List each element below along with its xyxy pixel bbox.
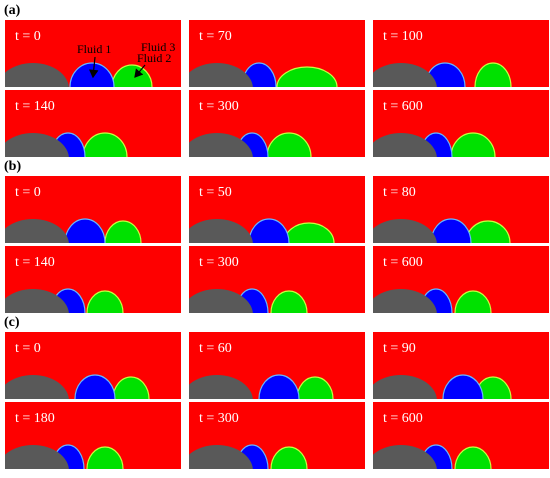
time-label: t = 300: [199, 99, 239, 114]
time-label: t = 140: [15, 255, 55, 270]
solid-gray: [5, 219, 69, 243]
fluid-green: [112, 376, 150, 399]
time-label: t = 600: [383, 99, 423, 114]
panel: t = 300: [189, 90, 365, 157]
time-label: t = 50: [199, 185, 232, 200]
panel: t = 50: [189, 176, 365, 243]
fluid-green: [465, 220, 511, 243]
fluid-blue: [64, 218, 106, 243]
group-label: (a): [4, 3, 21, 18]
time-label: t = 600: [383, 411, 423, 426]
panel: t = 600: [373, 90, 549, 157]
fluid-blue: [248, 218, 290, 243]
solid-gray: [5, 289, 69, 313]
fluid-blue: [430, 218, 472, 243]
fluid-blue: [258, 374, 300, 399]
fluid-green: [296, 376, 334, 399]
solid-gray: [373, 133, 437, 157]
time-label: t = 180: [15, 411, 55, 426]
time-label: t = 600: [383, 255, 423, 270]
panel: t = 0: [5, 332, 181, 399]
arrow: [88, 56, 99, 79]
fluid-green: [454, 290, 492, 313]
solid-gray: [5, 445, 69, 469]
panel: t = 300: [189, 402, 365, 469]
panel: t = 140: [5, 246, 181, 313]
solid-gray: [373, 219, 437, 243]
solid-gray: [189, 63, 253, 87]
fluid-green: [104, 220, 142, 243]
panel: t = 70: [189, 20, 365, 87]
annotation: Fluid 2: [137, 51, 171, 65]
solid-gray: [373, 63, 437, 87]
fluid-green: [266, 132, 312, 157]
fluid-green: [474, 376, 512, 399]
panel: t = 300: [189, 246, 365, 313]
time-label: t = 0: [15, 341, 41, 356]
fluid-green: [270, 446, 308, 469]
fluid-green: [454, 446, 492, 469]
fluid-green: [82, 132, 128, 157]
fluid-green: [450, 132, 496, 157]
group-label: (c): [4, 315, 20, 330]
solid-gray: [189, 219, 253, 243]
time-label: t = 300: [199, 411, 239, 426]
annotation: Fluid 3: [141, 40, 175, 54]
arrow: [134, 64, 146, 78]
solid-gray: [373, 445, 437, 469]
panel: t = 90: [373, 332, 549, 399]
panel: t = 80: [373, 176, 549, 243]
fluid-blue: [74, 374, 116, 399]
annotation: Fluid 1: [77, 42, 111, 56]
fluid-green: [270, 290, 308, 313]
fluid-blue: [442, 374, 484, 399]
time-label: t = 140: [15, 99, 55, 114]
time-label: t = 60: [199, 341, 232, 356]
time-label: t = 90: [383, 341, 416, 356]
solid-gray: [189, 445, 253, 469]
solid-gray: [189, 289, 253, 313]
fluid-green: [283, 222, 335, 243]
panel: t = 60: [189, 332, 365, 399]
fluid-green: [86, 446, 124, 469]
solid-gray: [189, 375, 253, 399]
group-label: (b): [4, 159, 21, 174]
fluid-green: [276, 66, 338, 87]
solid-gray: [5, 133, 69, 157]
panel: t = 600: [373, 402, 549, 469]
time-label: t = 100: [383, 29, 423, 44]
solid-gray: [373, 375, 437, 399]
time-label: t = 0: [15, 29, 41, 44]
time-label: t = 80: [383, 185, 416, 200]
fluid-green: [86, 290, 124, 313]
time-label: t = 300: [199, 255, 239, 270]
solid-gray: [5, 375, 69, 399]
panel: t = 140: [5, 90, 181, 157]
time-label: t = 0: [15, 185, 41, 200]
panel: t = 180: [5, 402, 181, 469]
panel: t = 100: [373, 20, 549, 87]
panel: t = 0: [5, 176, 181, 243]
solid-gray: [5, 63, 69, 87]
time-label: t = 70: [199, 29, 232, 44]
panel: t = 600: [373, 246, 549, 313]
solid-gray: [189, 133, 253, 157]
fluid-green: [474, 62, 512, 87]
solid-gray: [373, 289, 437, 313]
